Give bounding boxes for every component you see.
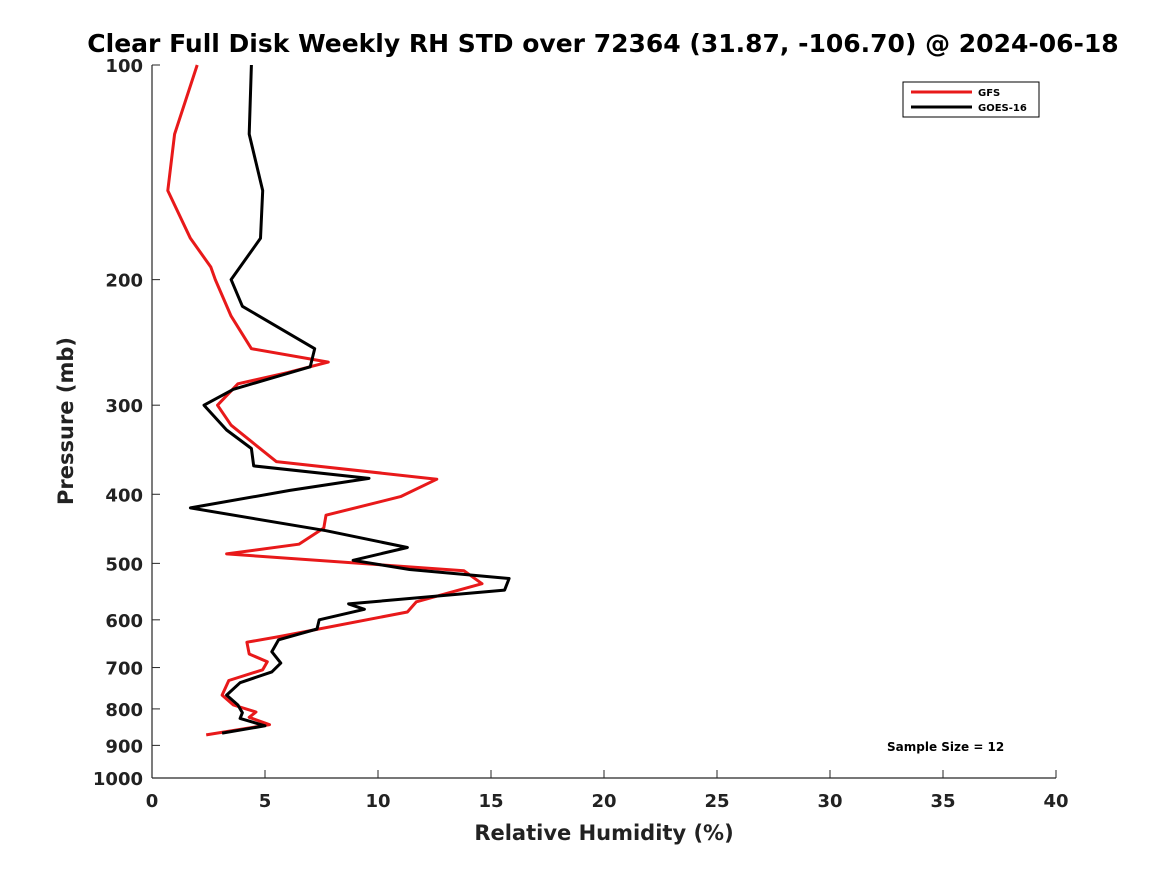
y-tick-label: 800 [105, 700, 143, 721]
y-tick-label: 200 [105, 271, 143, 292]
series-line-goes16 [188, 64, 511, 735]
chart-title: Clear Full Disk Weekly RH STD over 72364… [87, 29, 1118, 58]
x-tick-label: 15 [478, 791, 503, 812]
y-tick-label: 600 [105, 611, 143, 632]
x-axis-label: Relative Humidity (%) [474, 821, 733, 845]
x-tick-label: 20 [591, 791, 616, 812]
series-line-gfs [166, 64, 484, 737]
x-tick-label: 0 [146, 791, 159, 812]
y-tick-label: 700 [105, 659, 143, 680]
x-tick-label: 10 [365, 791, 390, 812]
y-axis-label: Pressure (mb) [54, 337, 78, 505]
y-tick-label: 500 [105, 554, 143, 575]
legend-label-goes16: GOES-16 [978, 103, 1027, 114]
legend: GFS GOES-16 [902, 81, 1040, 118]
y-tick-label: 900 [105, 736, 143, 757]
y-tick-label: 1000 [93, 769, 143, 790]
x-tick-label: 35 [930, 791, 955, 812]
y-tick-label: 400 [105, 485, 143, 506]
x-tick-label: 40 [1043, 791, 1068, 812]
y-axis-ticks: 100 200 300 400 500 600 700 800 900 1000 [93, 56, 160, 790]
x-tick-label: 30 [817, 791, 842, 812]
y-tick-label: 100 [105, 56, 143, 77]
x-tick-label: 5 [259, 791, 272, 812]
legend-label-gfs: GFS [978, 88, 1000, 99]
legend-box [902, 81, 1040, 118]
x-tick-label: 25 [704, 791, 729, 812]
series-layer [166, 64, 511, 737]
y-tick-label: 300 [105, 396, 143, 417]
sample-size-annotation: Sample Size = 12 [887, 740, 1004, 754]
x-axis-ticks: 0 5 10 15 20 25 30 35 40 [146, 770, 1069, 812]
